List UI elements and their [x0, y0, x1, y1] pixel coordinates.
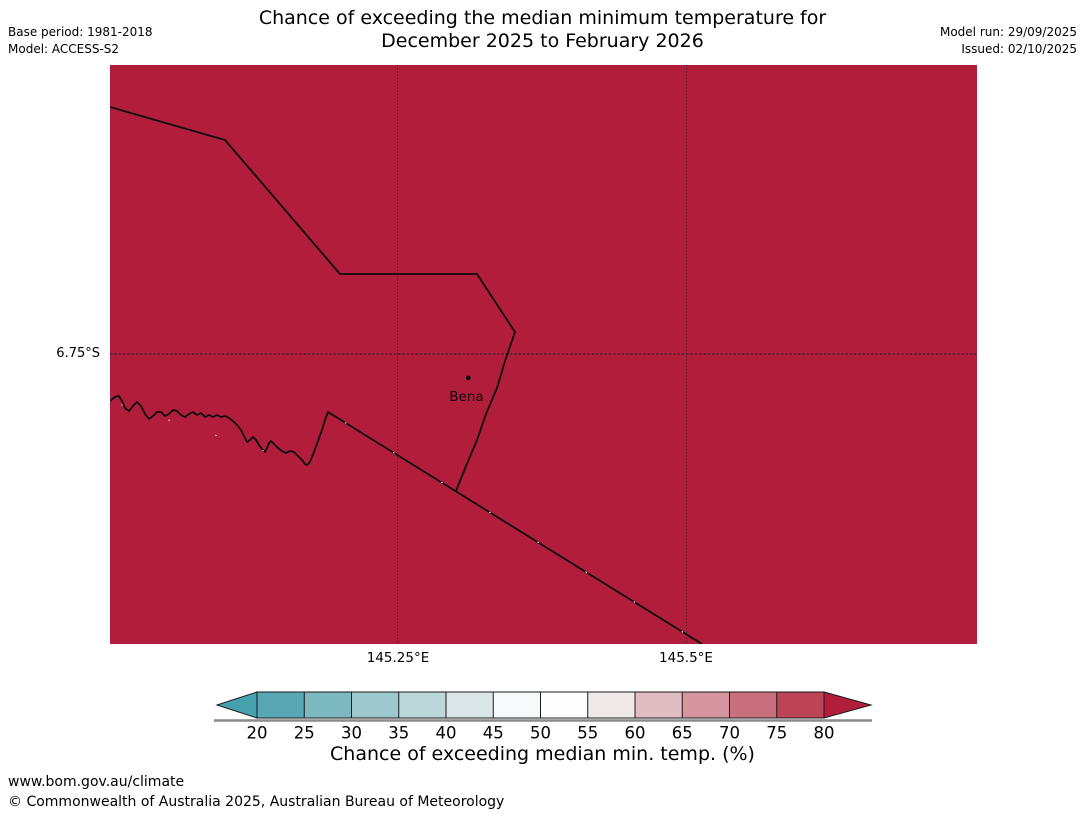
footer-block: www.bom.gov.au/climate © Commonwealth of…	[8, 773, 504, 812]
page-title: Chance of exceeding the median minimum t…	[0, 7, 1085, 53]
town-label: Bena	[449, 389, 483, 405]
page-title-line2: December 2025 to February 2026	[381, 30, 704, 52]
model-text: Model: ACCESS-S2	[8, 42, 120, 56]
colorbar-tick-label: 75	[766, 724, 787, 743]
colorbar-tick-label: 30	[341, 724, 362, 743]
colorbar-segment	[493, 692, 541, 718]
colorbar-tick-label: 55	[577, 724, 598, 743]
map-canvas: Bena	[110, 65, 977, 644]
colorbar-segments	[215, 691, 873, 719]
colorbar-tick-label: 60	[625, 724, 646, 743]
map-boundary-line	[110, 106, 516, 492]
colorbar-tick-label: 40	[436, 724, 457, 743]
colorbar-tick-label: 25	[294, 724, 315, 743]
town-marker-dot	[465, 375, 471, 381]
colorbar-tick-label: 45	[483, 724, 504, 743]
colorbar-arrow-right	[823, 691, 873, 719]
footer-copyright: © Commonwealth of Australia 2025, Austra…	[8, 793, 505, 810]
colorbar-segment	[351, 692, 399, 718]
colorbar-segment	[446, 692, 494, 718]
colorbar-tick-label: 50	[530, 724, 551, 743]
lat-axis-label: 6.75°S	[56, 346, 100, 361]
colorbar-segment	[776, 692, 824, 718]
header-right-block: Model run: 29/09/2025 Issued: 02/10/2025	[940, 24, 1077, 58]
colorbar-segment	[540, 692, 588, 718]
colorbar-tick-label: 20	[247, 724, 268, 743]
colorbar-segment	[587, 692, 635, 718]
colorbar-segment	[304, 692, 352, 718]
colorbar-tick-labels: 20 25 30 35 40 45 50 55 60 65 70 75 80	[247, 724, 835, 743]
colorbar-segment	[257, 692, 305, 718]
model-run-text: Model run: 29/09/2025	[939, 25, 1077, 39]
colorbar-title: Chance of exceeding median min. temp. (%…	[330, 743, 755, 765]
colorbar-tick-label: 65	[672, 724, 693, 743]
lon-axis-label-2: 145.5°E	[659, 650, 713, 666]
colorbar-segment	[635, 692, 683, 718]
colorbar-tick-label: 35	[388, 724, 409, 743]
map-river-road-line	[110, 395, 703, 644]
colorbar-arrow-left	[215, 691, 258, 719]
colorbar: 20 25 30 35 40 45 50 55 60 65 70 75 80	[214, 691, 873, 743]
footer-url: www.bom.gov.au/climate	[8, 774, 185, 790]
colorbar-segment	[682, 692, 730, 718]
issued-text: Issued: 02/10/2025	[961, 42, 1077, 56]
colorbar-segment	[398, 692, 446, 718]
header-left-block: Base period: 1981-2018 Model: ACCESS-S2	[8, 24, 153, 58]
base-period-text: Base period: 1981-2018	[8, 25, 153, 39]
lon-axis-label-1: 145.25°E	[366, 650, 430, 666]
page-title-line1: Chance of exceeding the median minimum t…	[258, 7, 827, 29]
colorbar-segment	[729, 692, 777, 718]
colorbar-tick-label: 70	[719, 724, 740, 743]
colorbar-tick-label: 80	[814, 724, 835, 743]
